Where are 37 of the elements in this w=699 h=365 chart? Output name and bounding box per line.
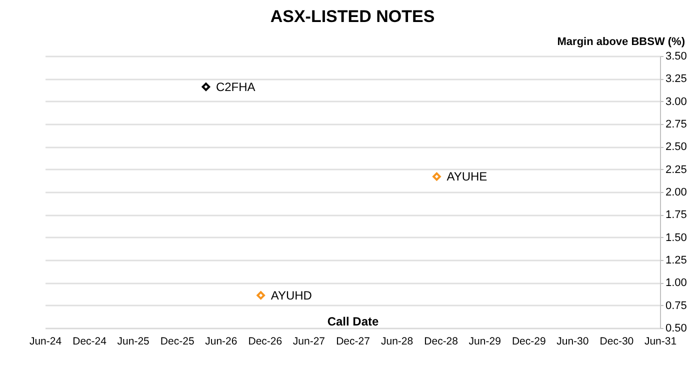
x-tick-label: Jun-30	[556, 336, 589, 348]
chart-title: ASX-LISTED NOTES	[270, 7, 435, 26]
annotation: AYUHE	[446, 170, 488, 184]
y-tick-label: 3.00	[666, 96, 687, 108]
y-tick-label: 3.25	[666, 73, 687, 86]
y-tick-label: 0.50	[666, 322, 687, 334]
x-tick-label: Dec-26	[248, 336, 282, 348]
y-tick-label: 1.00	[666, 277, 687, 290]
x-tick-label: Jun-27	[292, 336, 326, 348]
x-tick-label: Dec-24	[72, 336, 107, 348]
x-tick-label: Jun-24	[29, 336, 62, 348]
annotation: AYUHD	[270, 288, 312, 302]
point	[432, 172, 441, 181]
point	[202, 82, 210, 91]
x-tick-label: Dec-28	[424, 336, 458, 348]
x-axis-title: Call Date	[327, 314, 379, 328]
x-tick-label: Dec-29	[512, 336, 546, 348]
y-axis-title: Margin above BBSW (%)	[557, 36, 686, 48]
y-tick-label: 1.50	[666, 232, 687, 244]
x-tick-label: Dec-27	[336, 336, 370, 348]
y-tick-label: 2.50	[666, 141, 687, 154]
y-tick-label: 2.75	[666, 118, 687, 130]
x-tick-label: Dec-25	[160, 336, 194, 348]
x-tick-label: Dec-30	[600, 336, 634, 348]
y-tick-label: 1.75	[666, 209, 687, 222]
y-tick-label: 2.25	[666, 164, 687, 176]
y-tick-label: 1.25	[666, 254, 687, 266]
x-tick-label: Jun-29	[468, 336, 502, 348]
y-tick-label: 2.00	[666, 186, 687, 198]
x-tick-label: Jun-25	[117, 336, 150, 348]
point	[256, 291, 265, 300]
y-tick-label: 3.50	[666, 50, 687, 62]
x-tick-label: Jun-26	[205, 336, 238, 348]
y-tick-label: 0.75	[666, 300, 687, 312]
x-tick-label: Jun-28	[380, 336, 414, 348]
x-tick-label: Jun-31	[644, 336, 677, 348]
annotation: C2FHA	[216, 80, 256, 94]
